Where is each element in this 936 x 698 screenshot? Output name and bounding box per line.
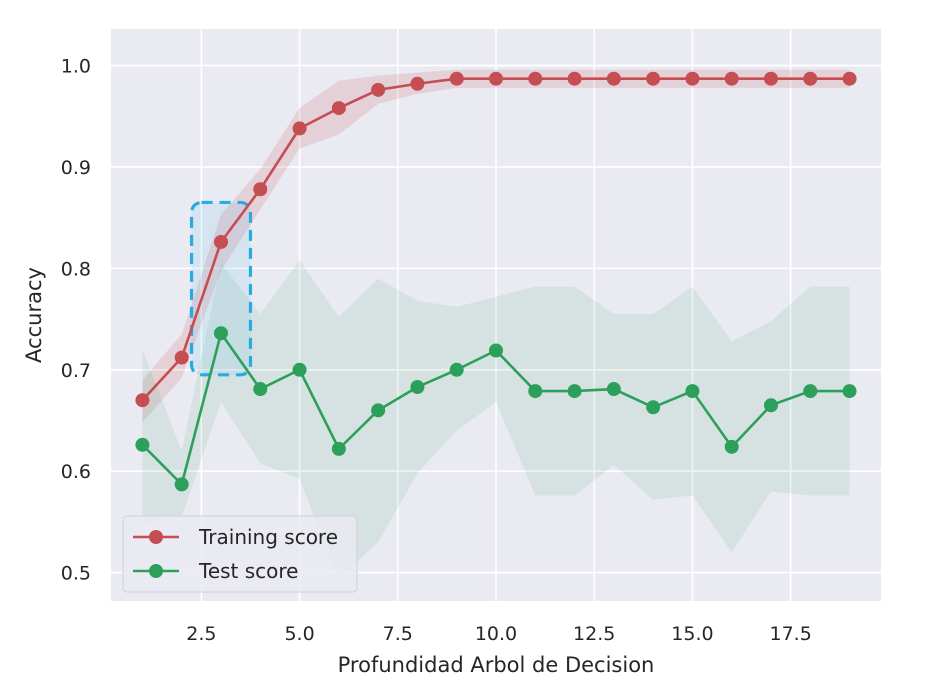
data-point-test: [135, 437, 150, 452]
data-point-test: [371, 403, 386, 418]
data-point-test: [449, 362, 464, 377]
data-point-test: [685, 384, 700, 399]
data-point-test: [528, 384, 543, 399]
data-point-training: [253, 182, 268, 197]
highlight-box-layer: [189, 200, 253, 377]
data-point-training: [528, 71, 543, 86]
x-tick-labels: 2.5 5.0 7.5 10.0 12.5 15.0 17.5: [186, 623, 812, 645]
data-point-training: [449, 71, 464, 86]
x-tick-label: 2.5: [186, 623, 216, 645]
confidence-bands: [142, 69, 850, 579]
data-point-test: [489, 343, 503, 358]
y-tick-label: 0.5: [61, 563, 91, 585]
data-point-test: [410, 380, 425, 395]
data-point-test: [331, 441, 346, 456]
x-tick-label: 5.0: [284, 623, 314, 645]
x-tick-label: 12.5: [573, 623, 615, 645]
data-point-training: [842, 71, 857, 86]
y-tick-label: 0.9: [61, 157, 91, 179]
data-point-training: [489, 71, 503, 86]
data-point-training: [764, 71, 778, 86]
x-tick-label: 15.0: [671, 623, 713, 645]
data-point-test: [253, 382, 268, 397]
data-point-training: [567, 71, 582, 86]
y-tick-labels: 0.5 0.6 0.7 0.8 0.9 1.0: [61, 56, 91, 585]
data-point-training: [646, 71, 661, 86]
data-point-test: [292, 362, 307, 377]
x-tick-label: 7.5: [383, 623, 413, 645]
x-axis-label: Profundidad Arbol de Decision: [338, 653, 655, 677]
data-point-test: [567, 384, 582, 399]
legend-marker-training: [149, 530, 163, 544]
data-point-training: [803, 71, 818, 86]
data-point-training: [410, 76, 425, 91]
legend-label-test: Test score: [198, 559, 298, 583]
data-point-test: [764, 398, 778, 413]
data-point-test: [803, 384, 818, 399]
x-tick-label: 17.5: [769, 623, 811, 645]
y-tick-label: 1.0: [61, 56, 91, 78]
data-point-training: [724, 71, 739, 86]
data-point-test: [606, 382, 621, 397]
legend-box: [122, 515, 358, 593]
data-point-test: [724, 439, 739, 454]
y-tick-label: 0.7: [61, 360, 91, 382]
legend-label-training: Training score: [198, 525, 338, 549]
legend-marker-test: [149, 564, 163, 578]
y-tick-label: 0.6: [61, 461, 91, 483]
data-point-training: [371, 82, 386, 97]
data-point-training: [331, 101, 346, 116]
data-point-training: [214, 234, 228, 249]
data-point-training: [685, 71, 700, 86]
data-point-test: [842, 384, 857, 399]
series-points: [135, 71, 857, 492]
y-axis-label: Accuracy: [22, 267, 46, 363]
data-point-test: [646, 400, 661, 415]
data-point-test: [174, 477, 189, 492]
data-point-training: [135, 393, 150, 408]
data-point-training: [174, 350, 189, 365]
confidence-band-test: [142, 260, 850, 579]
highlight-box: [189, 200, 253, 377]
x-tick-label: 10.0: [475, 623, 517, 645]
data-point-training: [606, 71, 621, 86]
data-point-training: [292, 121, 307, 136]
legend: Training score Test score: [122, 515, 358, 593]
data-point-test: [214, 326, 228, 341]
y-tick-label: 0.8: [61, 258, 91, 280]
